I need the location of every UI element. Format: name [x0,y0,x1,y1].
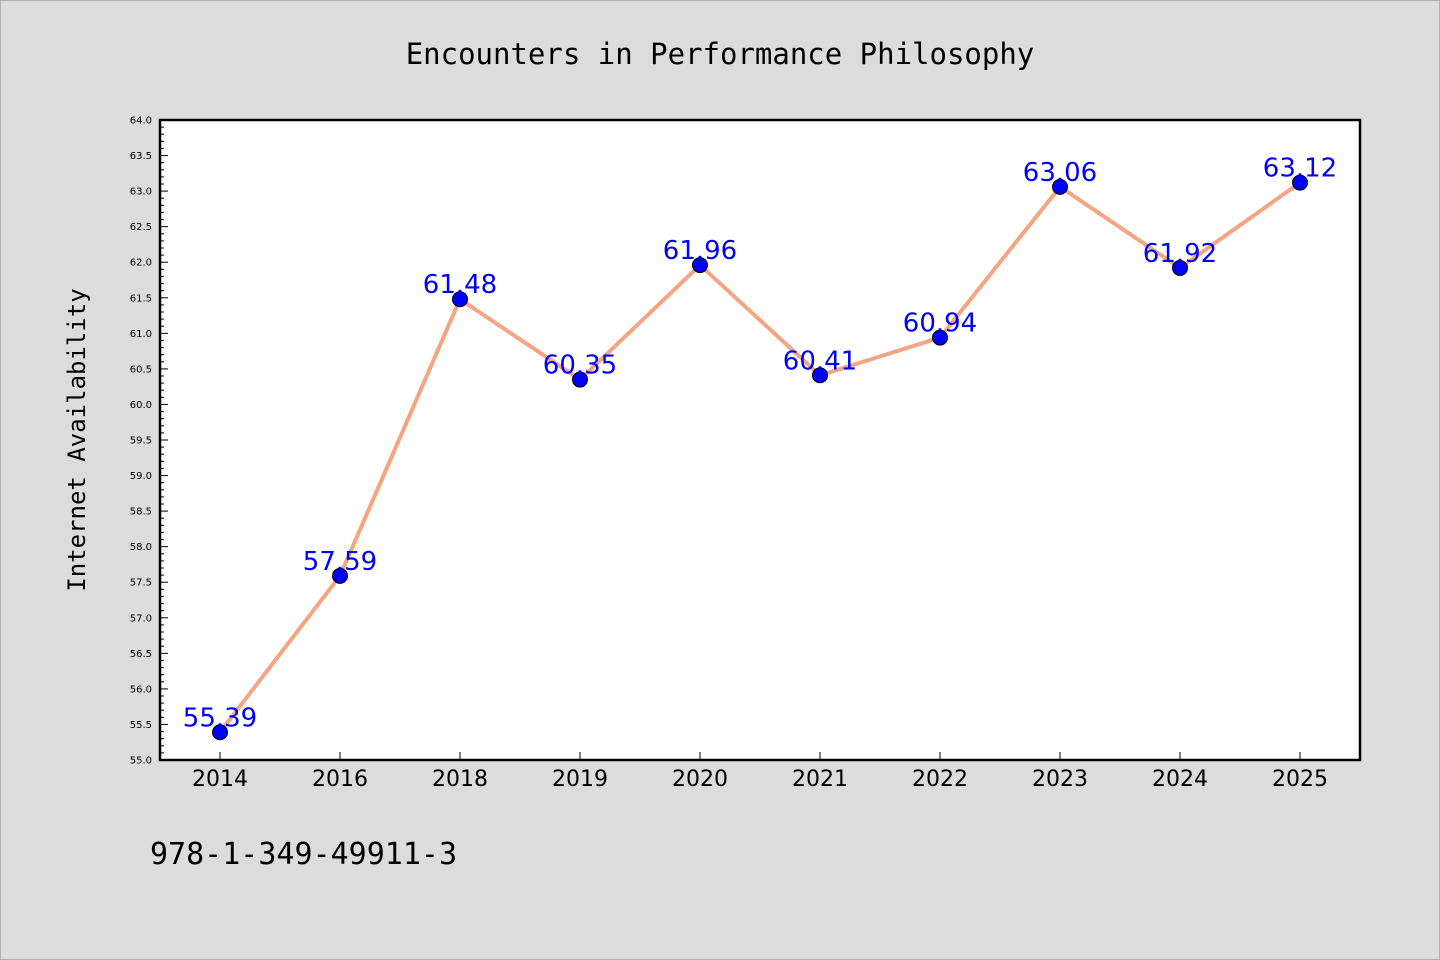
x-axis: 2014 2016 2018 2019 2020 2021 2022 2023 2024 2025 [192,752,1328,792]
data-point [1172,259,1188,276]
data-point [212,724,228,741]
data-label: 63.12 [1263,154,1337,184]
y-tick-label: 63.5 [130,151,152,162]
data-label: 60.94 [903,309,977,339]
data-point [1052,178,1068,195]
y-tick-label: 63.0 [130,187,152,198]
y-tick-label: 60.5 [130,364,152,375]
x-tick-label: 2018 [432,767,488,792]
y-tick-label: 56.5 [130,649,152,660]
y-axis: 55.0 55.5 56.0 56.5 57.0 57.5 58.0 58.5 59.0 59.5… [130,116,168,767]
x-tick-label: 2023 [1032,767,1088,792]
series-layer: 55.39 57.59 61.48 60.35 61.96 60.41 60.94 63.06… [183,154,1337,741]
data-label: 57.59 [303,547,377,577]
x-tick-label: 2024 [1152,767,1208,792]
y-tick-label: 59.0 [130,471,152,482]
x-tick-label: 2016 [312,767,368,792]
x-tick-label: 2020 [672,767,728,792]
data-point [572,371,588,388]
data-label: 61.48 [423,270,497,300]
y-tick-label: 55.0 [130,756,152,767]
x-tick-label: 2022 [912,767,968,792]
x-tick-label: 2021 [792,767,848,792]
y-tick-label: 61.5 [130,293,152,304]
y-tick-label: 57.0 [130,613,152,624]
y-tick-label: 56.0 [130,684,152,695]
y-tick-label: 62.5 [130,222,152,233]
data-label: 61.96 [663,236,737,266]
data-label: 61.92 [1143,239,1217,269]
data-point [1292,174,1308,191]
x-tick-label: 2014 [192,767,248,792]
y-tick-label: 58.5 [130,507,152,518]
y-tick-label: 60.0 [130,400,152,411]
plot-frame [158,118,1362,762]
chart-title: Encounters in Performance Philosophy [406,37,1035,71]
y-tick-label: 61.0 [130,329,152,340]
data-point [812,367,828,384]
x-tick-label: 2025 [1272,767,1328,792]
y-tick-label: 57.5 [130,578,152,589]
data-point [452,291,468,308]
data-point [332,567,348,584]
y-axis-title: Internet Availability [63,288,91,591]
data-label: 63.06 [1023,158,1097,188]
series-line [218,180,1302,735]
y-tick-label: 64.0 [130,116,152,127]
data-label: 60.41 [783,346,857,376]
y-tick-label: 58.0 [130,542,152,553]
x-tick-label: 2019 [552,767,608,792]
y-tick-label: 62.0 [130,258,152,269]
data-point [932,329,948,346]
data-label: 55.39 [183,703,257,733]
data-label: 60.35 [543,351,617,381]
plot-area [160,120,1360,760]
data-point [692,257,708,274]
footer-code: 978-1-349-49911-3 [150,837,457,872]
y-tick-label: 59.5 [130,436,152,447]
y-tick-label: 55.5 [130,720,152,731]
